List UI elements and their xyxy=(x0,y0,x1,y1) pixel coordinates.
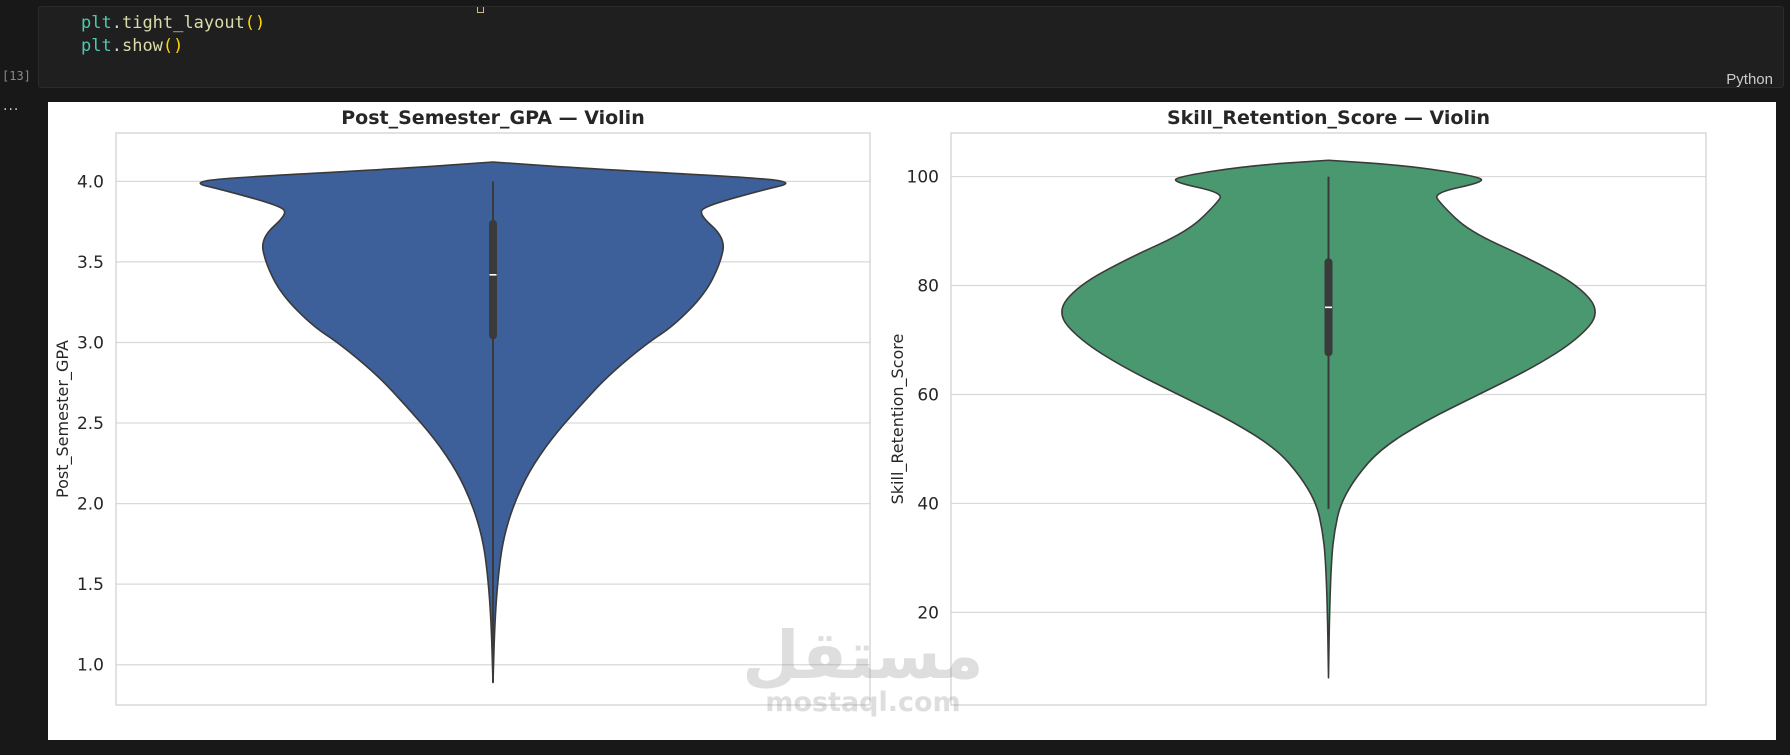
code-cell[interactable]: plt.tight_layout() plt.show() Python xyxy=(38,6,1784,88)
y-tick-label: 3.5 xyxy=(77,253,104,273)
iqr-box xyxy=(489,220,497,340)
watermark-latin: mostaql.com xyxy=(765,687,960,718)
y-tick-label: 40 xyxy=(917,494,939,514)
y-axis-label: Skill_Retention_Score xyxy=(888,334,908,505)
y-axis-label: Post_Semester_GPA xyxy=(53,340,73,498)
chart-title: Post_Semester_GPA — Violin xyxy=(341,107,644,129)
y-tick-label: 3.0 xyxy=(77,333,104,353)
cell-output-figure: 1.0 1.5 2.0 2.5 3.0 3.5 4.0 Post_Semester_GPA —… xyxy=(48,102,1776,740)
violin-chart-1: 1.0 1.5 2.0 2.5 3.0 3.5 4.0 Post_Semester_GPA —… xyxy=(53,107,871,706)
axes-frame xyxy=(950,132,1707,706)
output-more-icon[interactable]: ... xyxy=(3,98,20,114)
chart-title: Skill_Retention_Score — Violin xyxy=(1167,107,1490,129)
code-line-2[interactable]: plt.show() xyxy=(81,36,184,56)
bracket-match-marker xyxy=(477,7,484,13)
code-line-1[interactable]: plt.tight_layout() xyxy=(81,13,266,33)
y-tick-label: 20 xyxy=(917,603,939,623)
figure-canvas: 1.0 1.5 2.0 2.5 3.0 3.5 4.0 Post_Semester_GPA —… xyxy=(53,107,1707,718)
axes-frame xyxy=(115,132,871,706)
watermark-arabic: مستقل xyxy=(742,617,983,694)
y-tick-label: 80 xyxy=(917,277,939,297)
y-tick-label: 1.0 xyxy=(77,656,104,676)
y-tick-label: 4.0 xyxy=(77,172,104,192)
y-tick-label: 60 xyxy=(917,385,939,405)
y-tick-label: 2.5 xyxy=(77,414,104,434)
y-tick-label: 100 xyxy=(907,168,939,188)
y-tick-label: 1.5 xyxy=(77,575,104,595)
execution-count: [13] xyxy=(2,69,31,83)
y-tick-label: 2.0 xyxy=(77,495,104,515)
cell-language-label[interactable]: Python xyxy=(1726,71,1773,88)
violin-chart-2: 20 40 60 80 100 Skill_Retention_Score — Violi… xyxy=(888,107,1707,706)
